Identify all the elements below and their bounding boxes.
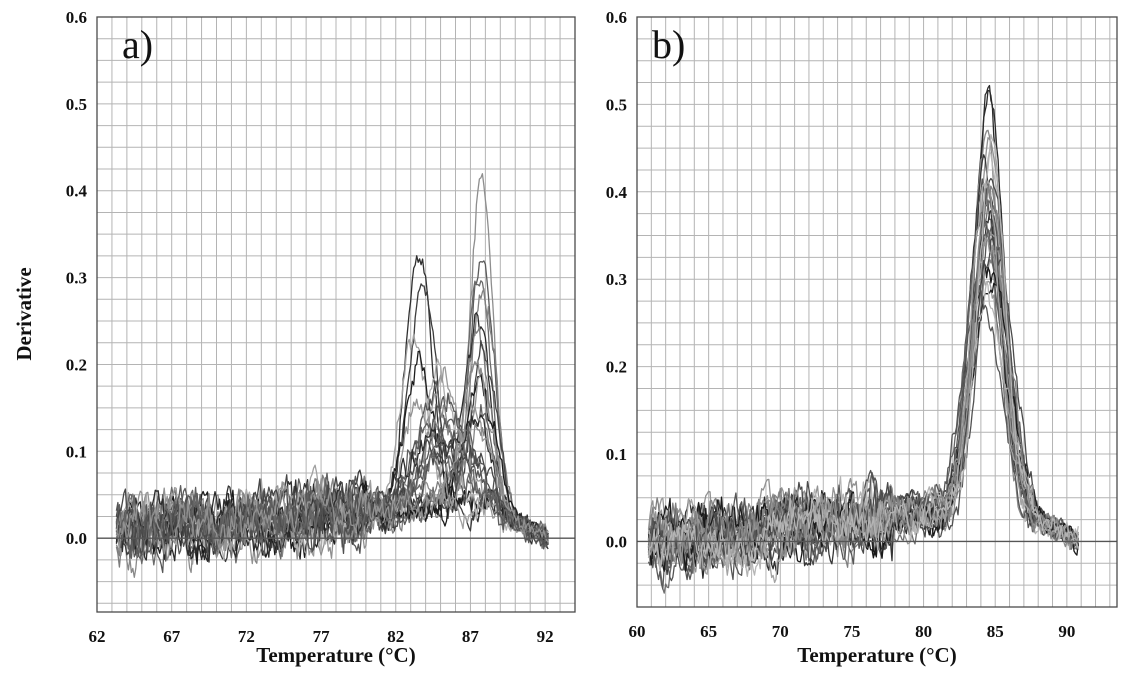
x-tick-label: 92: [537, 627, 554, 646]
panel-a-y-tick-labels: 0.0 0.1 0.2 0.3 0.4 0.5 0.6: [66, 8, 88, 548]
y-tick-label: 0.1: [606, 445, 627, 464]
x-tick-label: 67: [163, 627, 181, 646]
panel-a-label: a): [122, 22, 153, 67]
y-tick-label: 0.3: [66, 269, 87, 288]
panel-b-x-axis-title: Temperature (°C): [797, 643, 956, 667]
y-tick-label: 0.5: [66, 95, 87, 114]
y-tick-label: 0.2: [66, 355, 87, 374]
melt-curve-series: [647, 134, 1079, 578]
melt-curve-series: [647, 180, 1079, 584]
x-tick-label: 85: [987, 622, 1004, 641]
y-tick-label: 0.3: [606, 270, 627, 289]
x-tick-label: 80: [915, 622, 932, 641]
y-tick-label: 0.4: [66, 182, 88, 201]
x-tick-label: 82: [387, 627, 404, 646]
panel-a: 62 67 72 77 82 87 92 0.00.10.20.30.40.50.6 a) …: [12, 8, 576, 667]
x-tick-label: 60: [629, 622, 646, 641]
panel-a-x-axis-title: Temperature (°C): [256, 643, 415, 667]
melt-curve-series: [115, 404, 549, 564]
x-tick-label: 65: [700, 622, 717, 641]
panel-b-x-tick-labels: 60 65 70 75 80 85 90: [629, 622, 1076, 641]
panel-b-y-tick-labels: 0.0 0.1 0.2 0.3 0.4 0.5 0.6: [606, 8, 628, 551]
panel-b-curves: [647, 84, 1079, 594]
panel-a-x-tick-labels: 62 67 72 77 82 87 92: [89, 627, 554, 646]
y-tick-label: 0.4: [606, 183, 628, 202]
y-tick-label: 0.2: [606, 358, 627, 377]
panel-a-curves: [115, 173, 549, 578]
melt-curve-series: [115, 438, 549, 550]
x-tick-label: 70: [772, 622, 789, 641]
panel-b-label: b): [652, 22, 685, 67]
panel-b-frame: [636, 16, 1118, 608]
y-tick-label: 0.0: [606, 532, 627, 551]
y-tick-label: 0.6: [66, 8, 87, 27]
y-tick-label: 0.5: [606, 95, 627, 114]
panel-a-y-axis-title: Derivative: [12, 267, 36, 360]
x-tick-label: 87: [462, 627, 480, 646]
melt-curve-series: [115, 430, 549, 555]
melt-curve-series: [647, 184, 1079, 560]
melt-curve-series: [115, 392, 549, 561]
y-tick-label: 0.1: [66, 442, 87, 461]
x-tick-label: 72: [238, 627, 255, 646]
y-tick-label: 0.6: [606, 8, 627, 27]
x-tick-label: 62: [89, 627, 106, 646]
y-tick-label: 0.0: [66, 529, 87, 548]
x-tick-label: 77: [313, 627, 331, 646]
x-tick-label: 90: [1058, 622, 1075, 641]
x-tick-label: 75: [843, 622, 860, 641]
panel-a-frame: [96, 16, 576, 613]
panel-b: 60 65 70 75 80 85 90 0.00.10.20.30.40.50.6 b) …: [606, 8, 1118, 667]
